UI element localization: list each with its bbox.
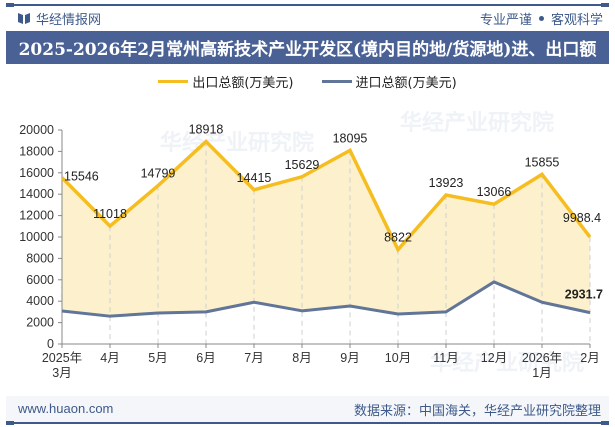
import-line: [61, 280, 591, 318]
export-data-label: 15629: [285, 158, 320, 172]
bullet-dot-icon: [538, 16, 544, 21]
watermark-text: 华经产业研究院: [430, 350, 584, 375]
x-tick-label: 5月: [148, 351, 167, 365]
y-tick-label: 20000: [19, 123, 54, 137]
bottom-border: [6, 421, 609, 425]
brand-name: 华经情报网: [36, 12, 102, 28]
x-tick-label: 9月: [340, 351, 359, 365]
watermark-text: 华经产业研究院: [160, 130, 314, 155]
top-border: [6, 3, 609, 7]
y-tick-label: 14000: [19, 187, 54, 201]
x-tick-label: 4月: [100, 351, 119, 365]
x-tick-label: 10月: [385, 351, 411, 365]
export-data-label: 13923: [429, 176, 464, 190]
export-data-label: 9988.4: [563, 211, 601, 225]
y-tick-label: 12000: [19, 209, 54, 223]
export-data-label: 8822: [384, 231, 412, 245]
title-bar: 2025-2026年2月常州高新技术产业开发区(境内目的地/货源地)进、出口额: [6, 31, 609, 64]
axes: 0 2000 4000 6000 8000 10000 12000 14000 16000 180…: [19, 123, 599, 380]
x-tick-label: 2月: [580, 351, 599, 365]
export-line: [60, 139, 592, 253]
export-data-label: 15546: [64, 170, 99, 184]
watermark-text: 华经产业研究院: [400, 110, 554, 135]
y-tick-label: 18000: [19, 144, 54, 158]
x-tick-label: 6月: [196, 351, 215, 365]
x-tick-label: 12月: [481, 351, 507, 365]
series-lines: [60, 139, 592, 318]
x-tick-label: 8月: [292, 351, 311, 365]
y-tick-label: 2000: [26, 316, 54, 330]
footer-source: 数据来源：中国海关，华经产业研究院整理: [353, 404, 601, 419]
export-data-label: 14799: [141, 167, 176, 181]
footer-website[interactable]: www.huaon.com: [18, 401, 114, 416]
legend-item-import: 进口总额(万美元): [321, 72, 457, 91]
legend: 出口总额(万美元) 进口总额(万美元): [0, 72, 615, 91]
book-logo-icon: [18, 13, 30, 24]
export-data-label: 13066: [477, 185, 512, 199]
export-data-label: 11018: [93, 207, 127, 221]
export-data-label: 14415: [237, 171, 272, 185]
y-tick-label: 6000: [26, 273, 54, 287]
x-tick-label: 2025年: [42, 351, 82, 365]
x-tick-label: 1月: [532, 366, 551, 380]
legend-label-import: 进口总额(万美元): [355, 76, 457, 91]
y-tick-label: 16000: [19, 166, 54, 180]
x-tick-label: 7月: [244, 351, 263, 365]
data-labels: 15546 11018 14799 18918 14415 15629 18095 8822 1…: [64, 123, 603, 302]
footer-background: [6, 396, 609, 422]
slogan: 专业严谨 客观科学: [480, 9, 603, 28]
export-data-label: 15855: [525, 155, 560, 169]
import-line-swatch-icon: [321, 80, 352, 83]
brand: 华经情报网: [18, 9, 102, 28]
y-tick-label: 10000: [19, 230, 54, 244]
legend-label-export: 出口总额(万美元): [192, 76, 294, 91]
legend-item-export: 出口总额(万美元): [158, 72, 294, 91]
chart-title: 2025-2026年2月常州高新技术产业开发区(境内目的地/货源地)进、出口额: [18, 40, 597, 60]
slogan-left: 专业严谨: [479, 13, 532, 28]
x-tick-label: 3月: [52, 366, 71, 380]
grid-lines: [109, 141, 591, 344]
y-tick-label: 8000: [26, 251, 54, 265]
export-area-fill: [62, 141, 590, 317]
slogan-right: 客观科学: [550, 13, 603, 28]
export-data-label: 18095: [333, 131, 368, 145]
y-tick-label: 4000: [26, 294, 54, 308]
export-line-swatch-icon: [158, 80, 189, 83]
x-tick-label: 11月: [433, 351, 458, 365]
y-tick-label: 0: [47, 337, 54, 351]
import-data-label: 2931.7: [565, 288, 603, 302]
x-tick-label: 2026年: [522, 351, 562, 365]
export-data-label: 18918: [189, 123, 224, 137]
